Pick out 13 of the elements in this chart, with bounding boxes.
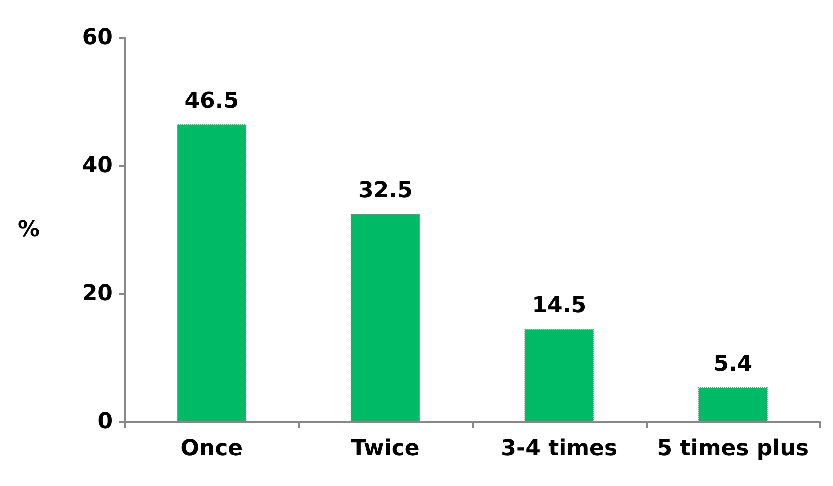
x-tick-label: Twice [351,436,420,462]
y-tick-label: 20 [82,282,113,306]
x-tick-label: 5 times plus [657,436,809,462]
y-axis-title: % [18,218,40,242]
y-tick-label: 0 [98,410,113,434]
x-tick-label: 3-4 times [501,436,618,462]
y-tick-label: 40 [82,154,113,178]
x-tick-label: Once [180,436,244,462]
data-label: 32.5 [358,178,413,204]
y-tick-label: 60 [82,26,113,50]
data-label: 14.5 [532,294,587,319]
data-label: 46.5 [184,88,240,114]
data-label: 5.4 [714,352,753,377]
